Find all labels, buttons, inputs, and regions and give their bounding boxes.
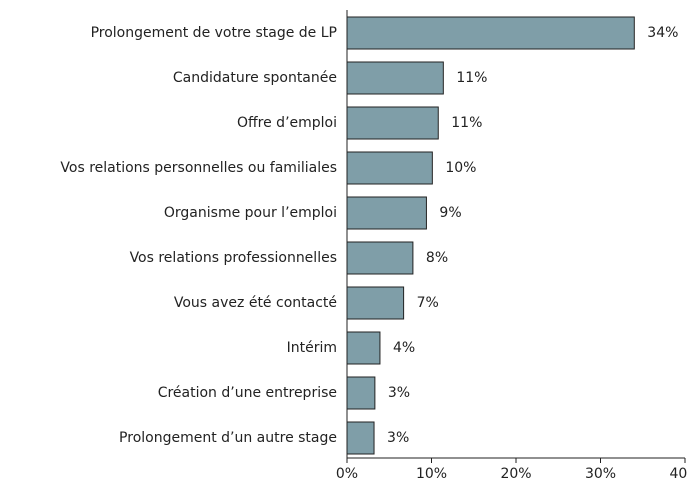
bar — [346, 106, 439, 140]
bar — [346, 286, 405, 320]
x-tick-label: 10% — [416, 466, 447, 482]
value-label: 11% — [451, 115, 482, 131]
bar — [346, 241, 414, 275]
value-label: 34% — [647, 25, 678, 41]
bar — [346, 16, 635, 50]
value-label: 3% — [388, 385, 410, 401]
x-tick-label: 30% — [585, 466, 616, 482]
value-label: 4% — [393, 340, 415, 356]
value-label: 9% — [439, 205, 461, 221]
y-tick-label: Prolongement de votre stage de LP — [91, 25, 337, 41]
x-tick-label: 40% — [669, 466, 688, 482]
bar — [346, 61, 444, 95]
value-label: 3% — [387, 430, 409, 446]
y-tick-label: Vous avez été contacté — [174, 295, 337, 311]
bar — [346, 151, 433, 185]
bar — [346, 376, 376, 410]
value-label: 11% — [456, 70, 487, 86]
bar — [346, 421, 375, 455]
y-tick-label: Candidature spontanée — [173, 70, 337, 86]
y-tick-label: Prolongement d’un autre stage — [119, 430, 337, 446]
value-label: 7% — [417, 295, 439, 311]
bar — [346, 196, 427, 230]
value-label: 10% — [445, 160, 476, 176]
y-tick-label: Vos relations personnelles ou familiales — [60, 160, 337, 176]
bar — [346, 331, 381, 365]
y-tick-label: Création d’une entreprise — [158, 385, 337, 401]
value-label: 8% — [426, 250, 448, 266]
y-tick-label: Organisme pour l’emploi — [164, 205, 337, 221]
y-tick-label: Vos relations professionnelles — [130, 250, 337, 266]
x-tick-label: 20% — [500, 466, 531, 482]
x-tick-label: 0% — [336, 466, 358, 482]
y-tick-label: Intérim — [287, 340, 337, 356]
y-tick-label: Offre d’emploi — [237, 115, 337, 131]
